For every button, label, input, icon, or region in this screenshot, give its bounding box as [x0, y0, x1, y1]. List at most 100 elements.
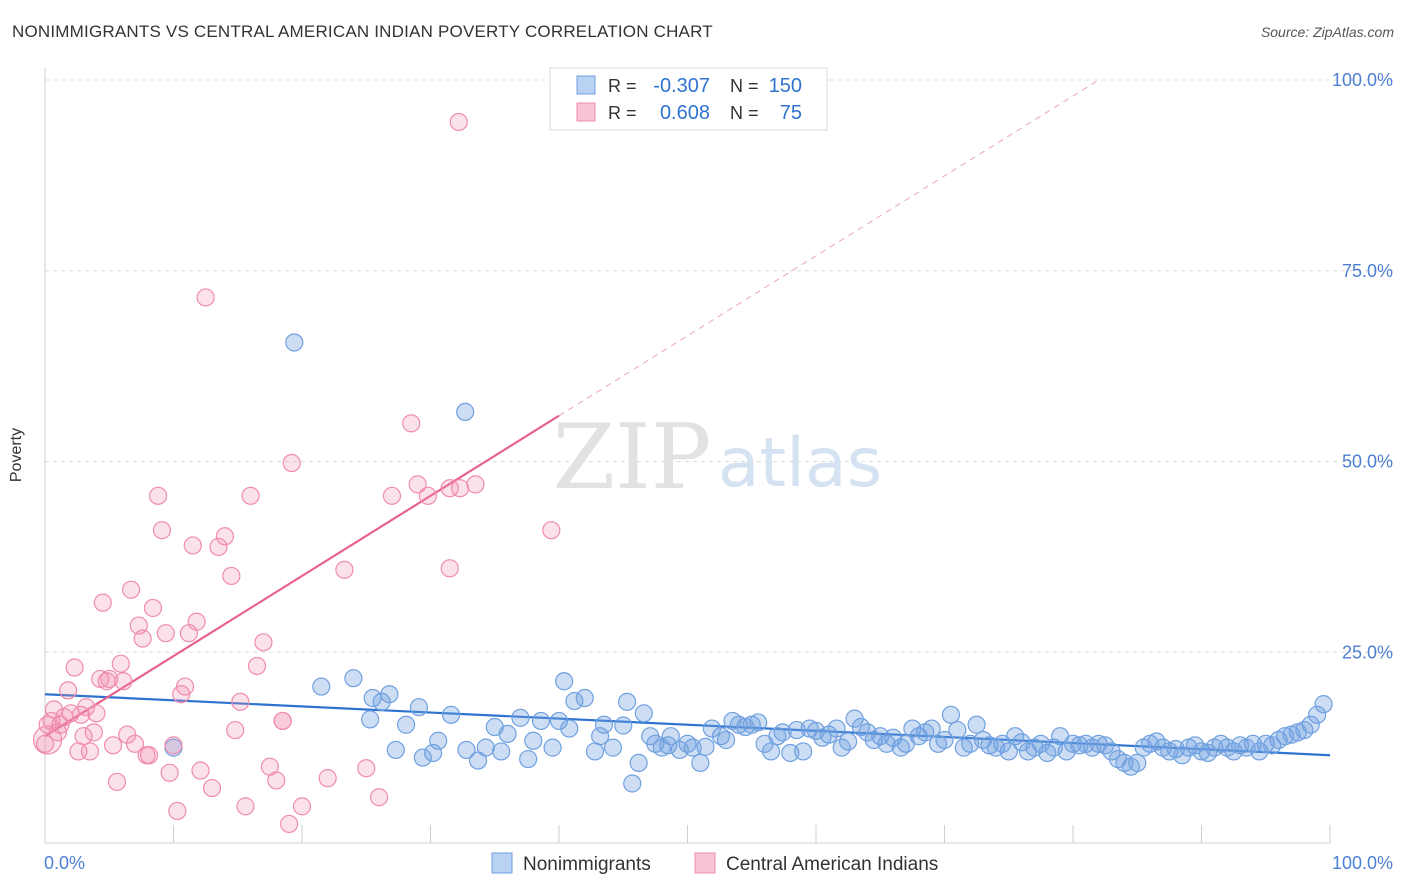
point-nonimmigrants: [1308, 705, 1327, 724]
point-nonimmigrants: [716, 730, 736, 750]
point-central-american-indians: [370, 788, 389, 807]
x-tick-label-min: 0.0%: [44, 853, 85, 873]
point-nonimmigrants: [683, 738, 702, 757]
point-nonimmigrants: [456, 402, 475, 422]
bottom-legend-label: Nonimmigrants: [523, 854, 651, 875]
trend-line-nonimmigrants: [44, 693, 1331, 757]
point-nonimmigrants: [794, 742, 813, 761]
point-central-american-indians: [191, 761, 210, 780]
point-nonimmigrants: [839, 732, 858, 751]
legend-n-label: N =: [730, 103, 759, 123]
point-nonimmigrants: [1102, 742, 1121, 761]
point-nonimmigrants: [1128, 753, 1147, 772]
point-central-american-indians: [357, 759, 376, 778]
point-nonimmigrants: [560, 719, 579, 738]
point-central-american-indians: [80, 742, 100, 761]
point-central-american-indians: [382, 486, 402, 505]
point-nonimmigrants: [361, 710, 380, 729]
point-central-american-indians: [125, 734, 145, 753]
point-nonimmigrants: [575, 688, 594, 708]
watermark-atlas: atlas: [718, 424, 882, 503]
point-central-american-indians: [542, 521, 561, 540]
point-nonimmigrants: [441, 705, 461, 724]
point-nonimmigrants: [614, 716, 633, 735]
point-nonimmigrants: [312, 677, 331, 696]
point-nonimmigrants: [623, 774, 642, 793]
legend-box: [549, 67, 828, 131]
legend-r-value: -0.307: [653, 75, 710, 97]
point-central-american-indians: [267, 771, 286, 790]
point-nonimmigrants: [429, 731, 448, 750]
y-tick-label: 75.0%: [1342, 261, 1393, 281]
point-central-american-indians: [402, 414, 421, 433]
point-nonimmigrants: [492, 742, 511, 761]
point-central-american-indians: [107, 772, 127, 792]
point-nonimmigrants: [457, 740, 476, 760]
point-central-american-indians: [236, 797, 255, 816]
point-central-american-indians: [100, 669, 119, 689]
point-nonimmigrants: [749, 713, 768, 732]
point-central-american-indians: [148, 486, 168, 505]
point-central-american-indians: [209, 537, 228, 557]
point-central-american-indians: [450, 479, 470, 498]
point-central-american-indians: [143, 598, 163, 618]
point-central-american-indians: [114, 672, 133, 691]
source-label: Source: ZipAtlas.com: [1260, 24, 1394, 40]
trend-line-central-american-indians: [44, 414, 560, 738]
point-nonimmigrants: [922, 719, 941, 738]
point-central-american-indians: [292, 797, 312, 816]
watermark: ZIP atlas: [553, 405, 882, 510]
legend-r-value: 0.608: [660, 102, 710, 124]
point-central-american-indians: [273, 711, 292, 731]
point-nonimmigrants: [413, 748, 432, 767]
data-points: [32, 112, 1333, 834]
trend-lines: [44, 79, 1331, 757]
point-central-american-indians: [104, 736, 123, 755]
point-central-american-indians: [418, 486, 438, 505]
y-tick-label: 25.0%: [1342, 642, 1393, 662]
axes: 25.0% 50.0% 75.0% 100.0% 0.0% 100.0%: [44, 68, 1393, 873]
bottom-legend-label: Central American Indians: [726, 854, 938, 875]
point-nonimmigrants: [827, 719, 846, 738]
point-nonimmigrants: [999, 742, 1018, 761]
point-nonimmigrants: [565, 691, 584, 711]
point-nonimmigrants: [761, 742, 781, 761]
grid: [45, 79, 1395, 653]
point-nonimmigrants: [531, 711, 551, 731]
point-central-american-indians: [77, 698, 96, 717]
legend-r-label: R =: [608, 76, 637, 96]
point-central-american-indians: [87, 704, 106, 723]
point-central-american-indians: [202, 778, 222, 798]
point-nonimmigrants: [380, 685, 399, 704]
bottom-legend-swatch: [491, 852, 513, 874]
point-nonimmigrants: [1314, 695, 1333, 714]
point-nonimmigrants: [618, 692, 637, 711]
point-nonimmigrants: [941, 705, 961, 724]
legend: R = -0.307 N = 150 R = 0.608 N = 75: [549, 67, 828, 131]
point-nonimmigrants: [396, 715, 416, 734]
point-nonimmigrants: [519, 749, 538, 769]
point-central-american-indians: [254, 633, 273, 652]
point-central-american-indians: [118, 725, 137, 744]
watermark-zip: ZIP: [553, 405, 712, 510]
point-central-american-indians: [156, 624, 175, 643]
point-central-american-indians: [335, 560, 354, 579]
point-central-american-indians: [280, 814, 299, 834]
point-nonimmigrants: [696, 737, 715, 756]
point-central-american-indians: [59, 681, 78, 700]
point-central-american-indians: [282, 453, 301, 473]
legend-n-value: 75: [780, 102, 802, 124]
point-central-american-indians: [215, 527, 234, 546]
point-central-american-indians: [175, 677, 195, 696]
point-central-american-indians: [84, 723, 103, 742]
bottom-legend-swatch: [694, 852, 716, 874]
point-central-american-indians: [408, 475, 427, 494]
bottom-legend: Nonimmigrants Central American Indians: [491, 852, 938, 875]
point-central-american-indians: [74, 727, 93, 746]
legend-r-label: R =: [608, 103, 637, 123]
legend-swatch: [576, 75, 596, 95]
point-nonimmigrants: [935, 730, 954, 750]
point-nonimmigrants: [603, 738, 623, 757]
point-nonimmigrants: [967, 715, 986, 734]
point-central-american-indians: [187, 612, 206, 631]
